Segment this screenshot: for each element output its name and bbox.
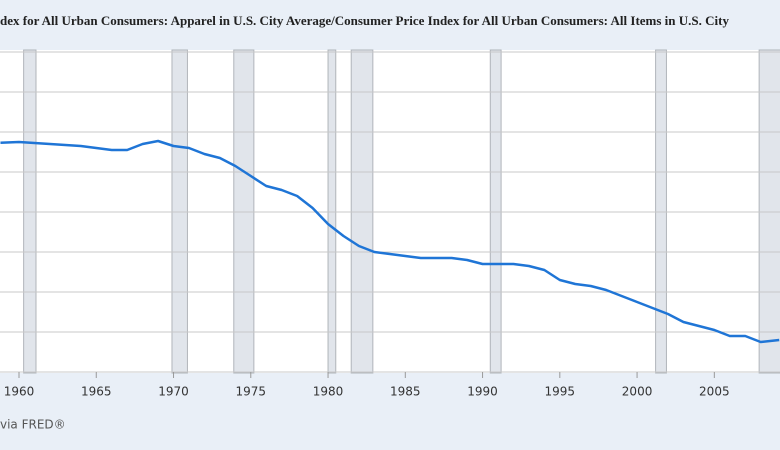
x-tick-label: 1965 bbox=[81, 385, 112, 399]
x-tick-label: 1995 bbox=[545, 385, 576, 399]
x-tick-label: 1985 bbox=[390, 385, 421, 399]
x-tick-label: 1970 bbox=[158, 385, 189, 399]
chart-title: dex for All Urban Consumers: Apparel in … bbox=[0, 13, 729, 28]
x-tick-label: 1990 bbox=[467, 385, 498, 399]
x-tick-label: 2005 bbox=[699, 385, 730, 399]
x-tick-label: 1960 bbox=[4, 385, 35, 399]
source-note: via FRED® bbox=[0, 418, 66, 432]
x-tick-label: 1980 bbox=[313, 385, 344, 399]
x-tick-label: 1975 bbox=[236, 385, 267, 399]
x-tick-label: 2000 bbox=[622, 385, 653, 399]
data-line bbox=[0, 139, 780, 344]
